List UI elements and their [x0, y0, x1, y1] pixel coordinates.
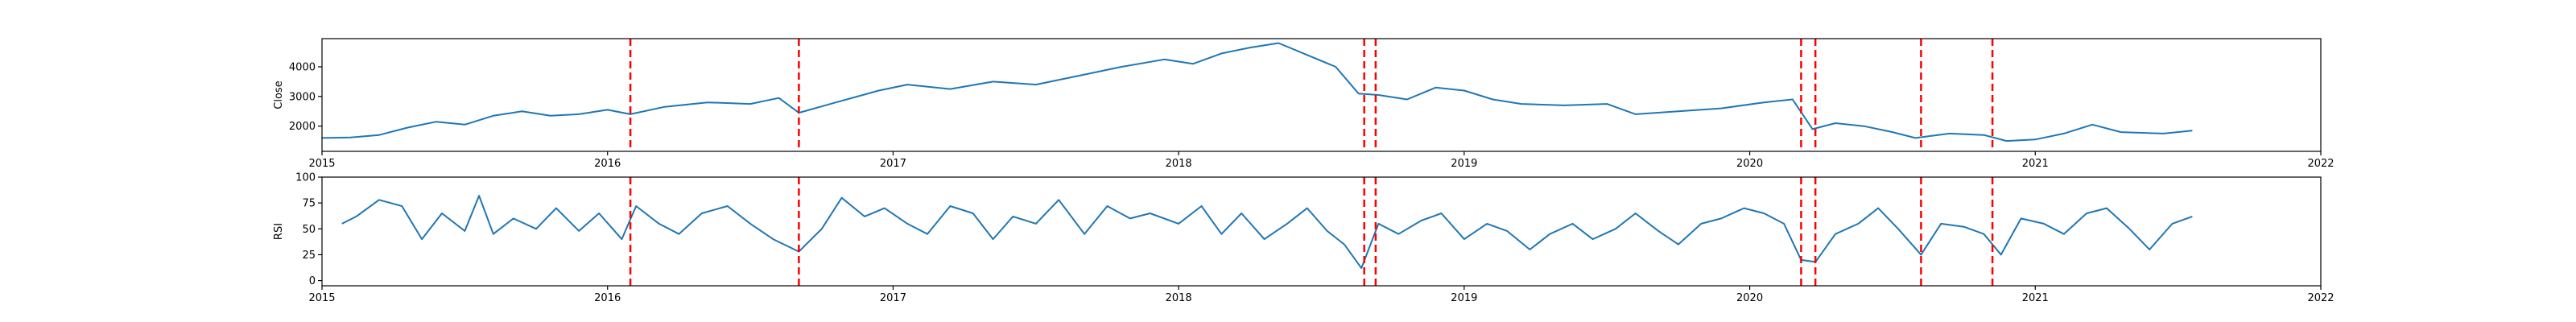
close-x-tick-label: 2016 [594, 158, 621, 170]
rsi-x-tick-label: 2022 [2307, 292, 2334, 304]
rsi-y-tick-label: 0 [309, 275, 316, 287]
close-y-tick-label: 4000 [289, 62, 316, 74]
rsi-panel: 2015 2016 2017 2018 2019 2020 2021 2022 0 25 50 75 1… [273, 172, 2334, 305]
rsi-x-tick-label: 2021 [2022, 292, 2049, 304]
rsi-series-line [341, 195, 2193, 270]
rsi-x-tick-label: 2018 [1166, 292, 1192, 304]
close-price-panel: 2015 2016 2017 2018 2019 2020 2021 2022 2000 3000… [273, 38, 2334, 170]
rsi-y-axis-label: RSI [273, 223, 285, 240]
close-x-tick-label: 2017 [880, 158, 906, 170]
rsi-x-tick-label: 2016 [594, 292, 621, 304]
rsi-x-tick-label: 2017 [880, 292, 906, 304]
close-x-tick-label: 2021 [2022, 158, 2049, 170]
close-x-tick-label: 2022 [2307, 158, 2334, 170]
rsi-x-tick-label: 2015 [308, 292, 335, 304]
rsi-x-tick-label: 2019 [1451, 292, 1477, 304]
close-y-tick-label: 2000 [289, 121, 316, 133]
close-x-tick-label: 2015 [308, 158, 335, 170]
close-x-tick-label: 2020 [1736, 158, 1763, 170]
close-series-line [322, 42, 2193, 142]
rsi-y-tick-label: 100 [295, 172, 316, 184]
close-x-tick-label: 2018 [1166, 158, 1192, 170]
close-y-axis-label: Close [273, 80, 285, 109]
rsi-y-tick-label: 75 [302, 198, 316, 210]
rsi-axes-frame [321, 176, 2322, 287]
close-y-tick-label: 3000 [289, 91, 316, 103]
close-x-tick-label: 2019 [1451, 158, 1477, 170]
close-axes-frame [321, 38, 2322, 152]
rsi-x-tick-label: 2020 [1736, 292, 1763, 304]
rsi-y-tick-label: 50 [302, 224, 316, 236]
rsi-y-tick-label: 25 [302, 250, 316, 262]
